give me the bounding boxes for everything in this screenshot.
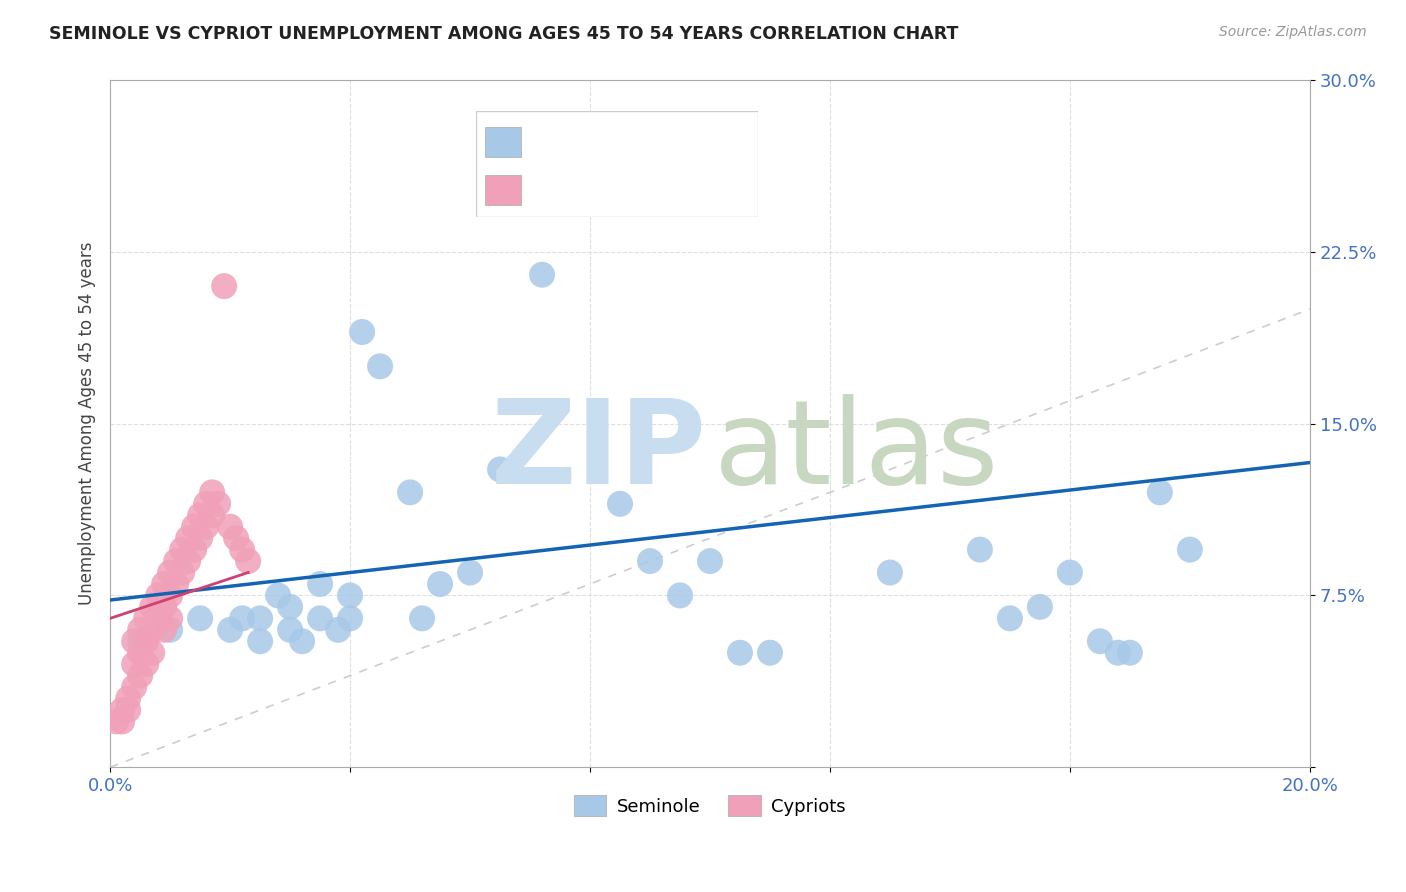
Point	[399, 485, 422, 500]
Point	[183, 542, 205, 557]
Point	[759, 646, 782, 660]
Point	[188, 611, 211, 625]
Point	[188, 531, 211, 545]
Point	[368, 359, 391, 374]
Point	[111, 714, 134, 729]
Point	[122, 634, 145, 648]
Point	[699, 554, 721, 568]
Point	[195, 519, 218, 533]
Point	[879, 566, 901, 580]
Text: atlas: atlas	[714, 393, 1000, 508]
Point	[278, 599, 301, 614]
Point	[519, 142, 541, 156]
Point	[146, 589, 169, 603]
Point	[1107, 646, 1129, 660]
Point	[183, 519, 205, 533]
Point	[201, 485, 224, 500]
Point	[458, 566, 481, 580]
Point	[1088, 634, 1111, 648]
Point	[278, 623, 301, 637]
Point	[291, 634, 314, 648]
Point	[159, 566, 181, 580]
Point	[236, 554, 259, 568]
Point	[122, 657, 145, 672]
Point	[159, 611, 181, 625]
Point	[1059, 566, 1081, 580]
Point	[105, 714, 128, 729]
Point	[411, 611, 433, 625]
Point	[207, 497, 229, 511]
Point	[429, 577, 451, 591]
Point	[531, 268, 554, 282]
Point	[309, 577, 332, 591]
Y-axis label: Unemployment Among Ages 45 to 54 years: Unemployment Among Ages 45 to 54 years	[79, 242, 96, 606]
Point	[489, 462, 512, 476]
Point	[117, 703, 139, 717]
Point	[129, 668, 152, 682]
Point	[231, 542, 253, 557]
Point	[998, 611, 1021, 625]
Point	[129, 634, 152, 648]
Point	[177, 531, 200, 545]
Point	[122, 680, 145, 694]
Point	[117, 691, 139, 706]
Point	[111, 703, 134, 717]
Point	[309, 611, 332, 625]
Point	[141, 599, 163, 614]
Text: ZIP: ZIP	[491, 393, 706, 508]
Point	[177, 554, 200, 568]
Point	[352, 325, 374, 339]
Text: Source: ZipAtlas.com: Source: ZipAtlas.com	[1219, 25, 1367, 39]
Point	[165, 554, 187, 568]
Point	[172, 566, 194, 580]
Point	[146, 611, 169, 625]
Point	[188, 508, 211, 523]
Point	[159, 589, 181, 603]
Point	[153, 599, 176, 614]
Point	[231, 611, 253, 625]
Point	[638, 554, 661, 568]
Point	[1029, 599, 1052, 614]
Text: SEMINOLE VS CYPRIOT UNEMPLOYMENT AMONG AGES 45 TO 54 YEARS CORRELATION CHART: SEMINOLE VS CYPRIOT UNEMPLOYMENT AMONG A…	[49, 25, 959, 43]
Point	[141, 646, 163, 660]
Point	[969, 542, 991, 557]
Point	[1178, 542, 1201, 557]
Point	[135, 611, 157, 625]
Point	[201, 508, 224, 523]
Point	[153, 623, 176, 637]
Point	[1119, 646, 1142, 660]
Point	[1149, 485, 1171, 500]
Point	[669, 589, 692, 603]
Point	[165, 577, 187, 591]
Point	[212, 279, 235, 293]
Point	[129, 623, 152, 637]
Point	[153, 577, 176, 591]
Point	[129, 646, 152, 660]
Point	[225, 531, 247, 545]
Point	[267, 589, 290, 603]
Point	[339, 611, 361, 625]
Point	[135, 634, 157, 648]
Point	[249, 634, 271, 648]
Point	[219, 519, 242, 533]
Point	[195, 497, 218, 511]
Point	[141, 623, 163, 637]
Point	[135, 657, 157, 672]
Legend: Seminole, Cypriots: Seminole, Cypriots	[567, 789, 853, 823]
Point	[172, 542, 194, 557]
Point	[249, 611, 271, 625]
Point	[609, 497, 631, 511]
Point	[728, 646, 751, 660]
Point	[339, 589, 361, 603]
Point	[326, 623, 349, 637]
Point	[159, 623, 181, 637]
Point	[219, 623, 242, 637]
